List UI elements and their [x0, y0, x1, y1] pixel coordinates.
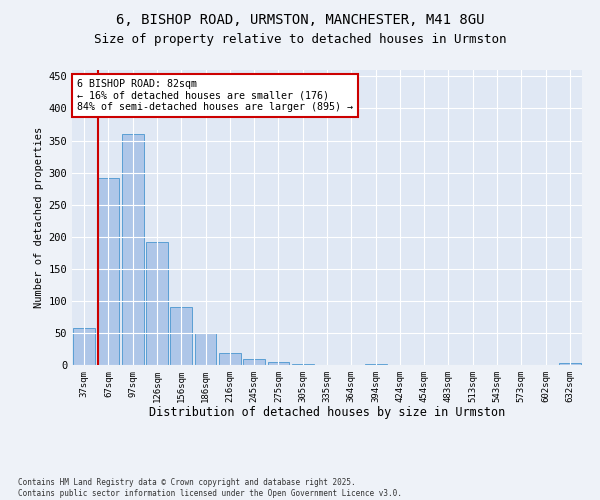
Bar	[219, 354, 241, 365]
X-axis label: Distribution of detached houses by size in Urmston: Distribution of detached houses by size …	[149, 406, 505, 420]
Bar	[292, 364, 314, 365]
Bar	[73, 328, 95, 365]
Text: Size of property relative to detached houses in Urmston: Size of property relative to detached ho…	[94, 32, 506, 46]
Bar	[146, 242, 168, 365]
Bar	[365, 364, 386, 365]
Bar	[122, 134, 143, 365]
Text: 6 BISHOP ROAD: 82sqm
← 16% of detached houses are smaller (176)
84% of semi-deta: 6 BISHOP ROAD: 82sqm ← 16% of detached h…	[77, 79, 353, 112]
Bar	[243, 359, 265, 365]
Bar	[97, 178, 119, 365]
Y-axis label: Number of detached properties: Number of detached properties	[34, 127, 44, 308]
Bar	[559, 363, 581, 365]
Bar	[194, 333, 217, 365]
Text: 6, BISHOP ROAD, URMSTON, MANCHESTER, M41 8GU: 6, BISHOP ROAD, URMSTON, MANCHESTER, M41…	[116, 12, 484, 26]
Bar	[170, 308, 192, 365]
Text: Contains HM Land Registry data © Crown copyright and database right 2025.
Contai: Contains HM Land Registry data © Crown c…	[18, 478, 402, 498]
Bar	[268, 362, 289, 365]
